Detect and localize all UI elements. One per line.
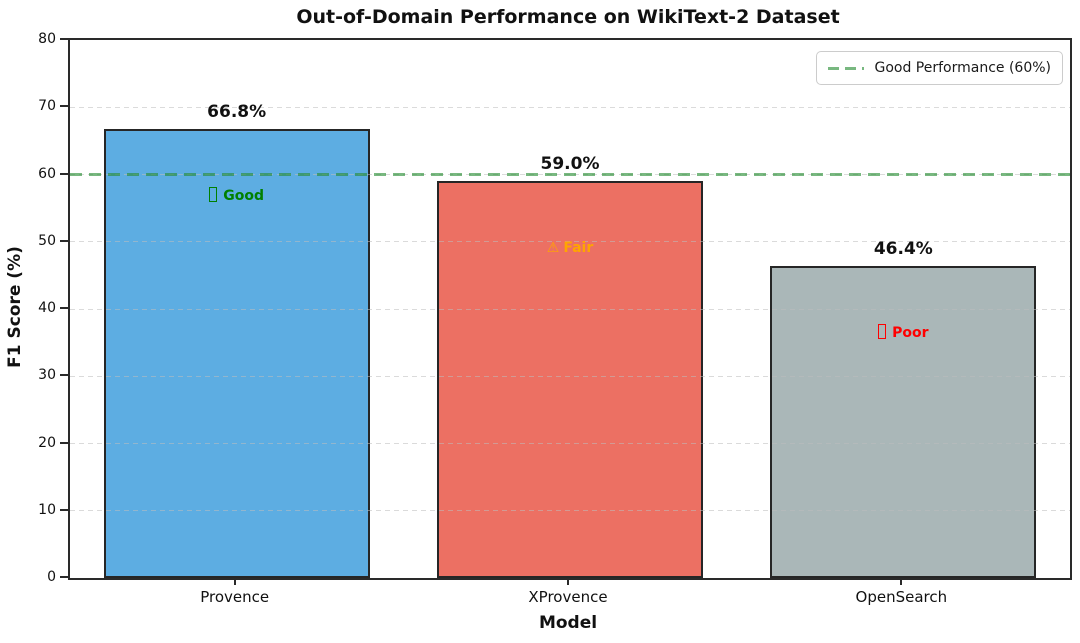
- legend-dashed-line-icon: [828, 66, 865, 70]
- warning-triangle-icon: ⚠: [546, 240, 560, 257]
- x-tick-mark-xprovence: [567, 578, 569, 585]
- chart-title: Out-of-Domain Performance on WikiText-2 …: [296, 6, 840, 28]
- y-tick-mark-60: [60, 172, 68, 175]
- x-tick-label-opensearch: OpenSearch: [855, 588, 948, 606]
- missing-glyph-box-icon: [878, 324, 887, 340]
- value-label-opensearch: 46.4%: [873, 238, 933, 259]
- missing-glyph-box-icon: [209, 187, 218, 203]
- y-tick-mark-30: [60, 374, 68, 377]
- legend: Good Performance (60%): [816, 51, 1063, 85]
- x-tick-mark-provence: [233, 578, 236, 585]
- y-tick-mark-40: [60, 307, 68, 309]
- y-tick-mark-10: [60, 508, 68, 511]
- y-tick-mark-50: [60, 239, 68, 242]
- y-tick-mark-80: [60, 38, 68, 40]
- y-tick-label-10: 10: [38, 501, 56, 518]
- x-tick-mark-opensearch: [900, 578, 903, 585]
- plot-area: 66.8% Good 59.0% ⚠ Fair 46.4% Poor Good Perfor…: [68, 38, 1072, 580]
- y-tick-label-20: 20: [38, 434, 56, 451]
- bar-xprovence: [437, 181, 703, 578]
- y-tick-label-30: 30: [38, 367, 56, 384]
- y-tick-label-40: 40: [38, 300, 56, 316]
- value-label-provence: 66.8%: [207, 101, 267, 122]
- y-tick-label-50: 50: [38, 232, 56, 249]
- x-axis-label: Model: [538, 613, 598, 633]
- y-tick-mark-0: [60, 576, 68, 578]
- annotation-good: Good: [107, 186, 367, 206]
- bar-provence: [103, 128, 370, 578]
- annotation-fair: ⚠ Fair: [546, 240, 594, 257]
- bar-opensearch: [770, 265, 1037, 578]
- y-tick-mark-70: [60, 105, 68, 108]
- y-tick-label-80: 80: [38, 31, 56, 47]
- x-tick-label-xprovence: XProvence: [528, 588, 608, 606]
- y-tick-label-60: 60: [38, 165, 56, 182]
- x-tick-label-provence: Provence: [200, 588, 270, 606]
- annotation-poor: Poor: [773, 323, 1033, 343]
- value-label-xprovence: 59.0%: [540, 154, 600, 175]
- y-tick-label-70: 70: [38, 98, 56, 115]
- y-tick-mark-20: [60, 441, 68, 444]
- y-tick-label-0: 0: [47, 569, 56, 585]
- legend-label: Good Performance (60%): [874, 60, 1051, 76]
